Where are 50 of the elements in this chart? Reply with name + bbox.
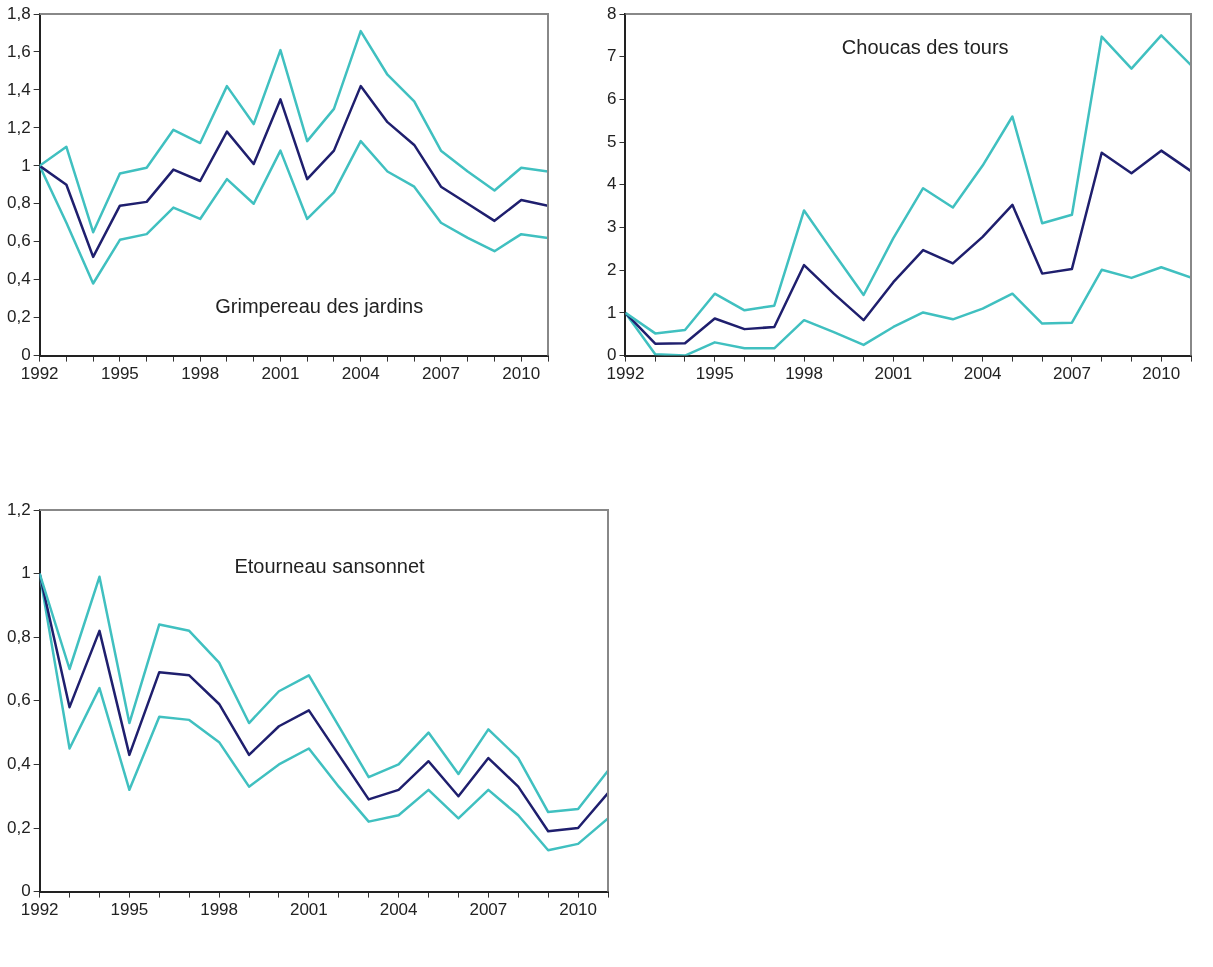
x-tick-label: 2010 bbox=[502, 364, 541, 384]
x-tick-label: 2004 bbox=[341, 364, 380, 384]
x-tick-label: 1998 bbox=[785, 364, 823, 384]
x-tick-label: 2001 bbox=[289, 900, 328, 920]
x-tick-label: 1998 bbox=[200, 900, 239, 920]
x-tick-label: 1998 bbox=[181, 364, 220, 384]
y-tick-label: 1,2 bbox=[6, 117, 31, 137]
y-tick-label: 1 bbox=[21, 155, 31, 175]
y-tick-label: 1 bbox=[21, 563, 31, 583]
y-tick-label: 0,8 bbox=[6, 626, 31, 646]
x-tick-label: 2001 bbox=[261, 364, 300, 384]
text: Choucas des tours bbox=[841, 35, 1009, 58]
x-tick-label: 2007 bbox=[1053, 364, 1091, 384]
x-tick-label: 1992 bbox=[606, 364, 645, 384]
y-tick-label: 0,8 bbox=[6, 193, 31, 213]
y-tick-label: 0 bbox=[606, 345, 617, 365]
y-tick-label: 1,2 bbox=[6, 499, 31, 519]
y-tick-label: 0,4 bbox=[6, 754, 31, 774]
x-tick-label: 2007 bbox=[422, 364, 460, 384]
x-tick-label: 2010 bbox=[559, 900, 597, 920]
y-tick-label: 7 bbox=[606, 46, 617, 66]
y-tick-label: 0,6 bbox=[6, 231, 31, 251]
y-tick-label: 0 bbox=[21, 345, 31, 365]
y-tick-label: 1 bbox=[606, 302, 617, 322]
y-tick-label: 1,8 bbox=[6, 3, 31, 23]
y-tick-label: 4 bbox=[606, 174, 617, 194]
x-tick-label: 1992 bbox=[20, 900, 59, 920]
x-tick-label: 1992 bbox=[20, 364, 59, 384]
y-tick-label: 5 bbox=[606, 131, 617, 151]
y-tick-label: 0,6 bbox=[6, 690, 31, 710]
y-tick-label: 0,2 bbox=[6, 817, 31, 837]
x-tick-label: 1995 bbox=[110, 900, 149, 920]
y-tick-label: 1,4 bbox=[6, 79, 31, 99]
text: Grimpereau des jardins bbox=[215, 295, 424, 318]
x-tick-label: 2004 bbox=[379, 900, 418, 920]
x-tick-label: 2010 bbox=[1142, 364, 1181, 384]
text: Etourneau sansonnet bbox=[234, 554, 426, 577]
y-tick-label: 8 bbox=[606, 3, 617, 23]
x-tick-label: 2007 bbox=[469, 900, 508, 920]
x-tick-label: 1995 bbox=[100, 364, 139, 384]
y-tick-label: 3 bbox=[606, 217, 617, 237]
x-tick-label: 1995 bbox=[695, 364, 734, 384]
x-tick-label: 2001 bbox=[874, 364, 913, 384]
x-tick-label: 2004 bbox=[963, 364, 1002, 384]
y-tick-label: 2 bbox=[606, 259, 617, 279]
y-tick-label: 0,2 bbox=[6, 307, 31, 327]
y-tick-label: 0,4 bbox=[6, 269, 31, 289]
y-tick-label: 0 bbox=[21, 881, 31, 901]
y-tick-label: 6 bbox=[606, 89, 617, 109]
y-tick-label: 1,6 bbox=[6, 41, 31, 61]
